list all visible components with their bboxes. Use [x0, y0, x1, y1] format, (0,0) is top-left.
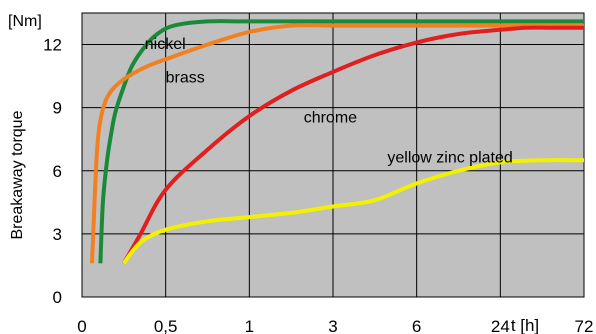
series-label-brass: brass [166, 69, 205, 86]
series-label-nickel: nickel [145, 36, 186, 53]
x-tick-label: 24 [491, 317, 510, 334]
y-tick-label: 9 [53, 99, 62, 118]
grid [82, 13, 584, 297]
plot-frame [81, 12, 585, 298]
series-label-yellow-zinc-plated: yellow zinc plated [387, 149, 512, 166]
series-line-nickel [98, 19, 584, 264]
y-axis-label: Breakaway torque [9, 110, 26, 239]
series-line-yellow-zinc-plated [122, 158, 585, 265]
x-axis-label: t [h] [511, 316, 539, 334]
y-unit-label: [Nm] [8, 13, 42, 30]
y-tick-label: 6 [53, 162, 62, 181]
series-layer [90, 19, 585, 265]
series-line-chrome [122, 25, 584, 265]
series-label-chrome: chrome [304, 109, 357, 126]
y-tick-label: 12 [43, 36, 62, 55]
series-line-brass [90, 23, 584, 264]
y-tick-label: 0 [53, 288, 62, 307]
x-tick-label: 72 [575, 317, 594, 334]
y-tick-label: 3 [53, 225, 62, 244]
x-tick-label: 1 [245, 317, 254, 334]
x-tick-label: 3 [328, 317, 337, 334]
x-tick-label: 0 [77, 317, 86, 334]
tick-labels: 0 0,5 1 3 6 24 72 0 3 6 9 12 [43, 36, 593, 334]
x-tick-label: 6 [412, 317, 421, 334]
x-tick-label: 0,5 [154, 317, 178, 334]
series-labels: nickel brass chrome yellow zinc plated [145, 36, 513, 167]
